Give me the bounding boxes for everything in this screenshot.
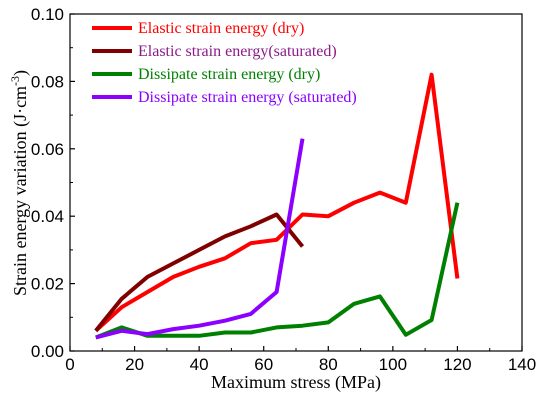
legend-label-1: Elastic strain energy(saturated): [138, 43, 337, 60]
legend: Elastic strain energy (dry) Elastic strai…: [92, 20, 357, 106]
x-tick-label: 140: [508, 355, 536, 374]
legend-label-3: Dissipate strain energy (saturated): [138, 89, 357, 106]
legend-label-2: Dissipate strain energy (dry): [138, 66, 320, 83]
y-axis-title-close: ): [10, 70, 31, 76]
series-line-0: [94, 72, 460, 333]
y-axis-title-main: Strain energy variation (J·cm: [10, 86, 31, 296]
axes: 0 20 40 60 80 100 120 140 0.00 0.02 0.04 0.06 0.08 0.…: [31, 5, 536, 374]
y-tick-label: 0.00: [31, 342, 64, 361]
series-line-1: [94, 212, 305, 333]
x-tick-label: 120: [443, 355, 471, 374]
x-tick-label: 60: [254, 355, 273, 374]
y-axis-title: Strain energy variation (J·cm-3): [8, 70, 31, 296]
legend-label-0: Elastic strain energy (dry): [138, 20, 304, 37]
series-line-3: [95, 138, 305, 340]
y-tick-label: 0.04: [31, 207, 64, 226]
x-tick-label: 20: [125, 355, 144, 374]
y-tick-label: 0.06: [31, 140, 64, 159]
x-tick-label: 100: [379, 355, 407, 374]
y-tick-label: 0.10: [31, 5, 64, 24]
x-tick-label: 80: [319, 355, 338, 374]
x-tick-label: 0: [65, 355, 74, 374]
y-tick-label: 0.02: [31, 275, 64, 294]
x-axis-title: Maximum stress (MPa): [211, 372, 381, 393]
y-tick-label: 0.08: [31, 72, 64, 91]
x-tick-label: 40: [190, 355, 209, 374]
series-lines: [94, 72, 460, 340]
y-axis-title-superscript: -3: [8, 76, 22, 86]
series-line-2: [95, 202, 460, 340]
